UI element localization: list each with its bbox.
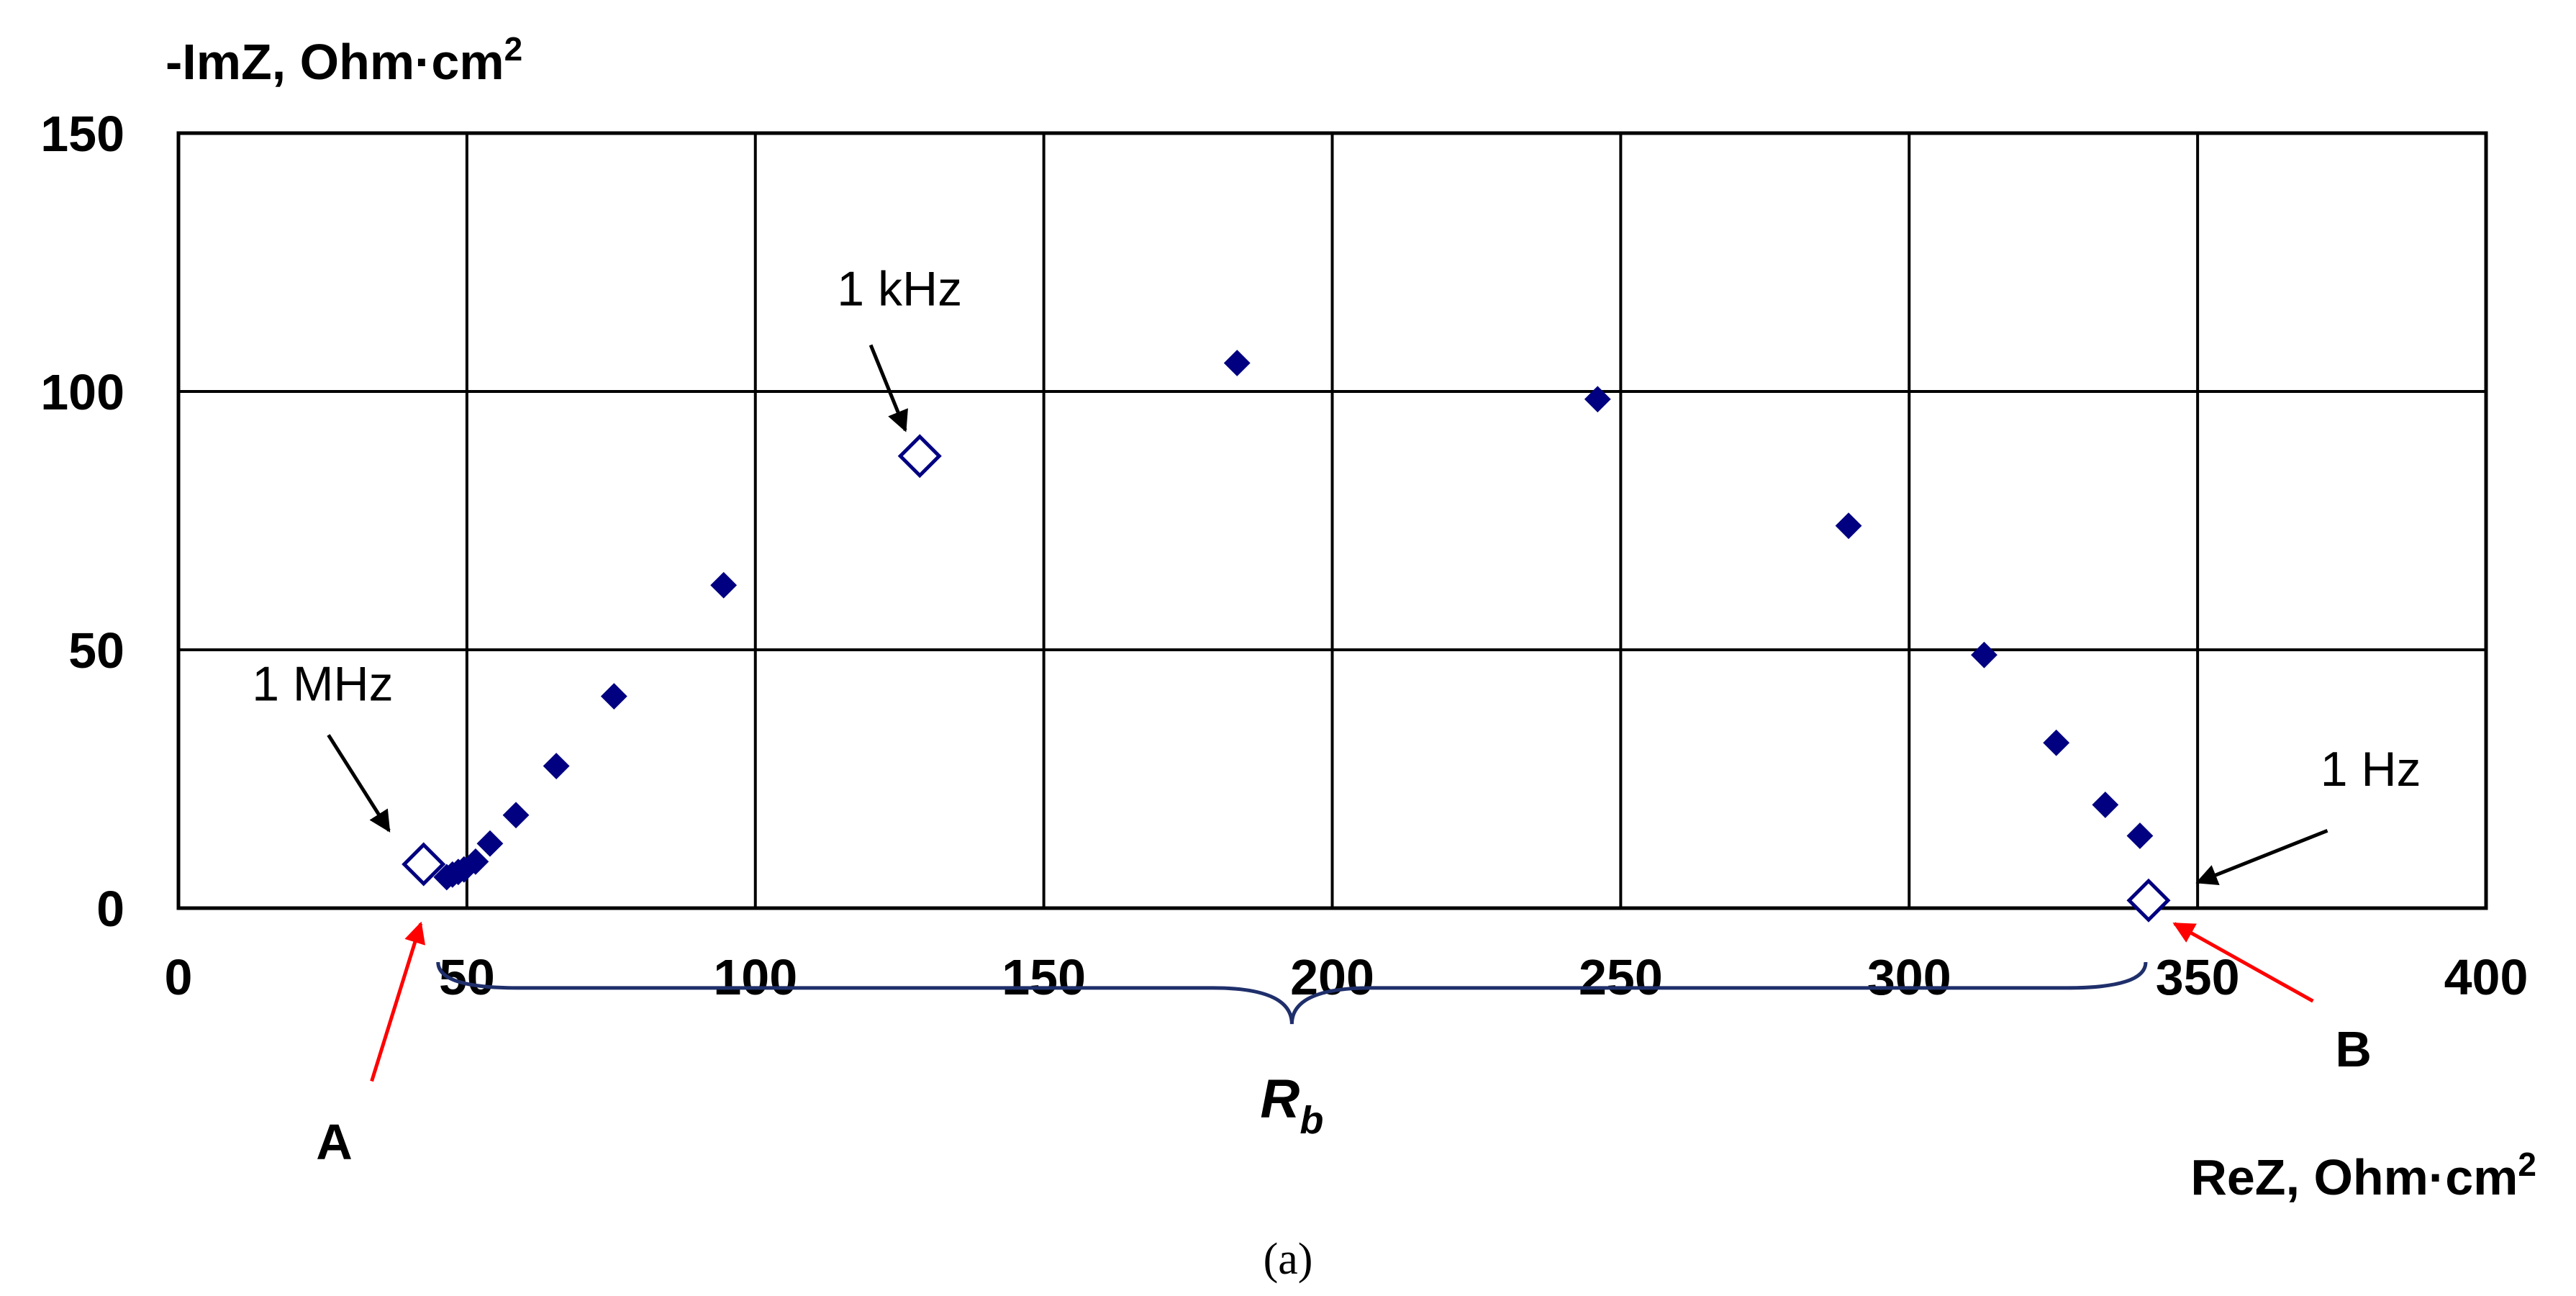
x-tick-label: 400 — [2444, 949, 2529, 1005]
x-axis-title: ReZ, Ohm·cm2 — [2190, 1146, 2536, 1205]
data-point — [2092, 791, 2119, 818]
data-point — [543, 753, 570, 779]
annotation-arrow — [869, 344, 908, 432]
y-axis-title-superscript: 2 — [504, 30, 523, 68]
x-tick-labels: 0 50 100 150 200 250 300 350 400 — [165, 949, 2529, 1005]
x-tick-label: 200 — [1290, 949, 1374, 1005]
data-point — [1835, 512, 1862, 540]
open-diamond-point — [402, 842, 446, 887]
data-point — [502, 802, 530, 829]
rb-label-main: R — [1260, 1069, 1300, 1130]
frequency-label: 1 MHz — [252, 657, 393, 712]
rb-brace — [436, 961, 2148, 1025]
data-point — [462, 848, 489, 875]
x-tick-label: 250 — [1579, 949, 1663, 1005]
y-tick-label: 50 — [68, 622, 124, 679]
annotation-arrow — [327, 734, 391, 833]
y-tick-label: 100 — [40, 364, 124, 420]
data-point — [1584, 386, 1611, 413]
rb-brace-group: Rb — [436, 961, 2148, 1142]
annotations: 1 MHz 1 kHz 1 Hz A B — [252, 261, 2421, 1170]
point-marker-arrow — [370, 921, 426, 1082]
annotation-arrow — [2195, 828, 2328, 886]
rb-label-subscript: b — [1300, 1099, 1323, 1142]
open-diamond-point — [2126, 878, 2171, 923]
data-point — [2043, 729, 2070, 756]
x-tick-label: 150 — [1002, 949, 1086, 1005]
y-tick-labels: 0 50 100 150 — [40, 106, 124, 937]
y-axis-title: -ImZ, Ohm·cm2 — [165, 30, 522, 90]
frequency-label: 1 kHz — [837, 261, 962, 316]
point-marker-label: B — [2335, 1021, 2372, 1077]
figure-caption: (a) — [1264, 1235, 1313, 1284]
frequency-label: 1 Hz — [2321, 742, 2421, 797]
y-tick-label: 150 — [40, 106, 124, 162]
y-tick-label: 0 — [96, 881, 124, 937]
y-axis-title-text: -ImZ, Ohm·cm — [165, 34, 504, 90]
data-points — [402, 350, 2171, 923]
data-point — [710, 571, 738, 599]
data-point — [2126, 823, 2154, 849]
x-tick-label: 350 — [2156, 949, 2240, 1005]
plot-frame — [176, 131, 2488, 910]
data-point — [476, 830, 504, 857]
x-tick-label: 0 — [165, 949, 193, 1005]
rb-label: Rb — [1260, 1069, 1323, 1142]
grid-lines — [178, 133, 2486, 908]
open-diamond-point — [897, 434, 942, 479]
point-marker-arrow — [2172, 922, 2314, 1003]
point-marker-label: A — [316, 1114, 353, 1170]
x-axis-title-text: ReZ, Ohm·cm — [2190, 1149, 2518, 1205]
data-point — [1971, 641, 1997, 669]
data-point — [600, 683, 627, 710]
x-tick-label: 300 — [1867, 949, 1951, 1005]
x-axis-title-superscript: 2 — [2518, 1146, 2536, 1183]
data-point — [1223, 350, 1251, 376]
x-tick-label: 100 — [713, 949, 797, 1005]
